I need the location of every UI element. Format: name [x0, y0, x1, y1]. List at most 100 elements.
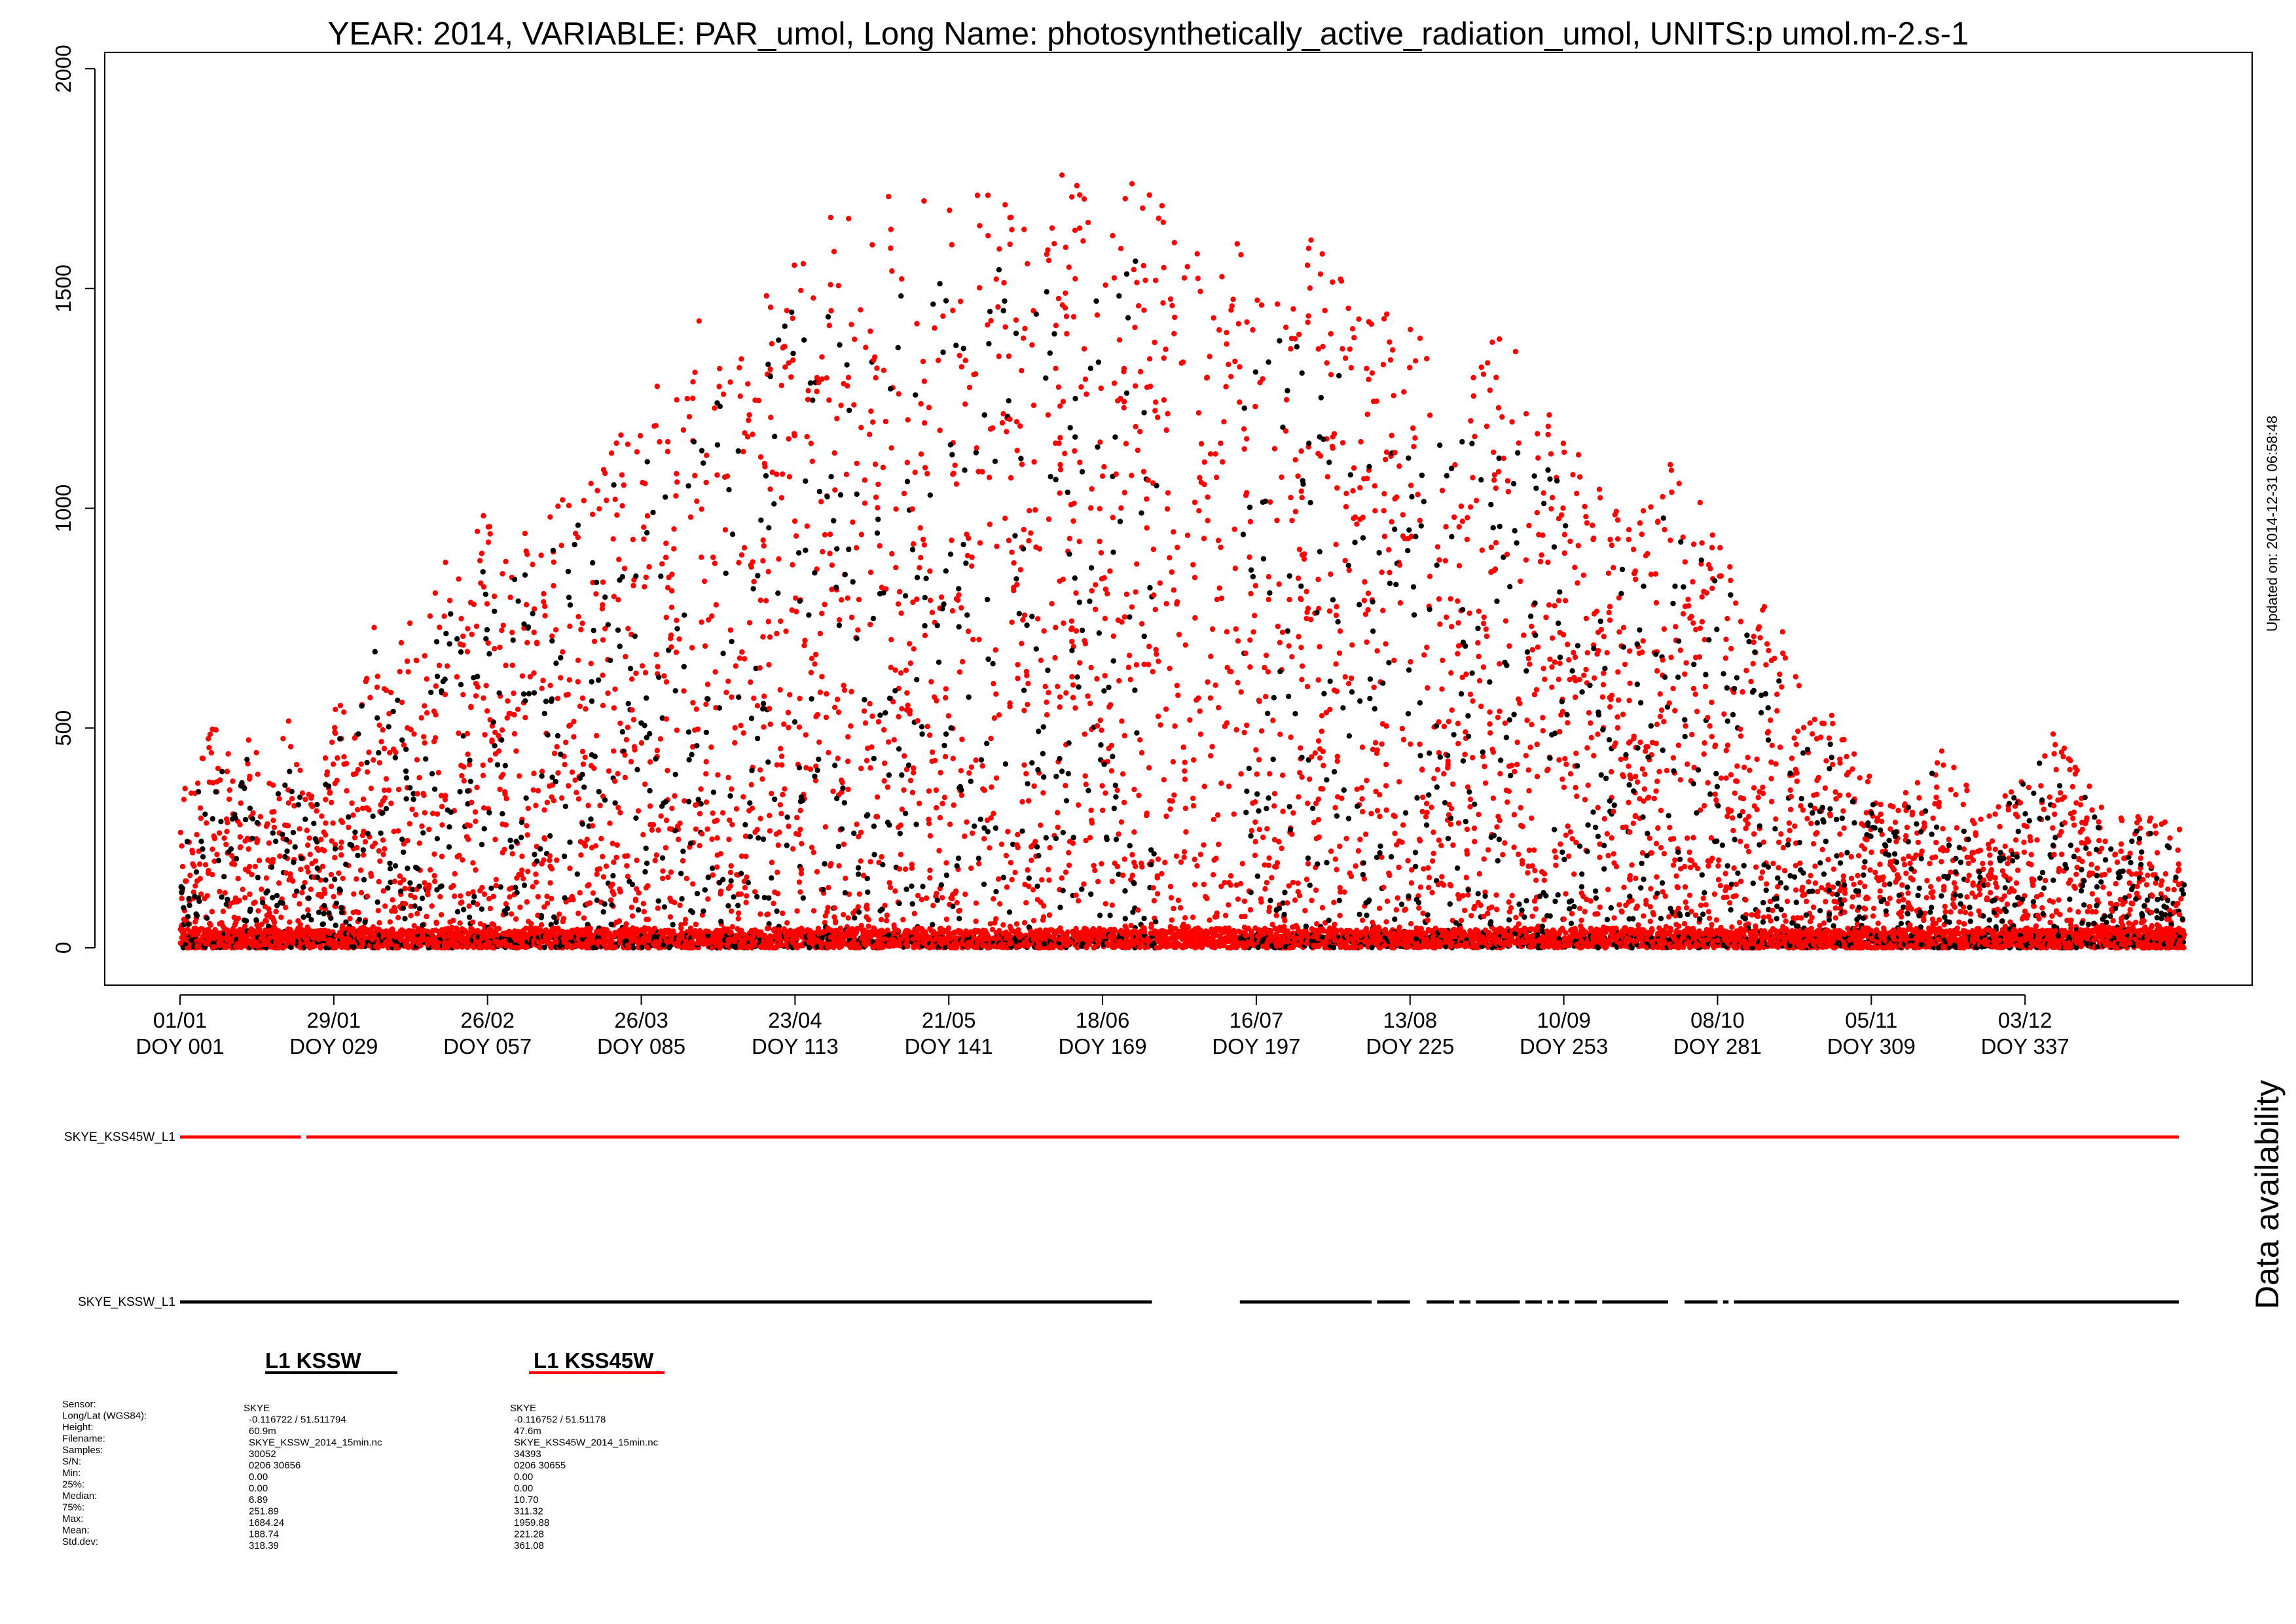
point-kss45w	[674, 397, 680, 403]
point-kss45w	[270, 782, 276, 788]
point-kssw	[820, 886, 826, 893]
point-kss45w	[737, 365, 742, 370]
point-kss45w	[611, 859, 617, 865]
point-kss45w	[585, 803, 591, 808]
point-kss45w	[355, 806, 361, 813]
point-kss45w	[926, 405, 932, 410]
point-kss45w	[522, 530, 528, 537]
point-kss45w-low	[766, 925, 772, 931]
point-kssw	[225, 896, 230, 903]
point-kss45w	[767, 304, 774, 310]
point-kssw	[249, 816, 256, 822]
point-kss45w	[689, 395, 696, 401]
point-kss45w	[413, 657, 419, 663]
point-kss45w	[581, 497, 587, 503]
point-kss45w	[266, 906, 272, 912]
point-kss45w	[246, 737, 251, 743]
point-kss45w	[941, 795, 948, 801]
point-kss45w	[869, 713, 875, 719]
point-kss45w	[473, 818, 479, 825]
point-kss45w	[864, 902, 870, 909]
point-kssw	[769, 875, 774, 881]
point-kss45w	[858, 858, 864, 864]
point-kss45w	[377, 858, 383, 864]
point-kss45w	[748, 564, 754, 570]
point-kss45w	[727, 379, 733, 385]
point-kss45w	[677, 820, 683, 826]
point-kssw	[617, 577, 623, 583]
point-kss45w	[287, 919, 293, 925]
point-kss45w-low	[189, 929, 195, 935]
point-kss45w	[854, 821, 860, 827]
point-kss45w-low	[860, 928, 866, 933]
point-kss45w-low	[932, 931, 938, 937]
point-kssw	[446, 641, 452, 647]
point-kssw	[407, 880, 413, 886]
point-kss45w	[720, 391, 727, 397]
point-kss45w	[949, 895, 955, 901]
point-kssw	[514, 890, 520, 896]
point-kss45w	[523, 602, 530, 607]
point-kssw	[333, 922, 338, 928]
point-kss45w-low	[261, 930, 267, 937]
point-kss45w	[598, 836, 604, 842]
point-kss45w-low	[200, 933, 206, 940]
point-kssw	[204, 915, 210, 921]
point-kssw	[372, 649, 378, 655]
point-kss45w	[477, 558, 483, 564]
point-kss45w	[605, 690, 611, 696]
point-kssw	[610, 873, 616, 879]
point-kss45w	[947, 208, 953, 213]
point-kssw	[842, 571, 848, 577]
point-kss45w	[397, 668, 403, 675]
point-kssw	[772, 433, 778, 439]
point-kssw	[434, 674, 441, 679]
point-kss45w	[381, 787, 388, 793]
point-kss45w	[298, 867, 304, 873]
point-kssw	[913, 392, 919, 398]
point-kssw	[550, 547, 556, 554]
point-kss45w	[405, 837, 410, 844]
point-kss45w	[962, 892, 968, 897]
point-kss45w	[739, 649, 745, 655]
point-kss45w	[937, 815, 943, 821]
point-kss45w	[338, 839, 344, 845]
point-kssw	[687, 840, 694, 846]
point-kss45w	[217, 888, 223, 895]
point-kss45w	[737, 393, 743, 399]
point-kssw	[239, 780, 245, 786]
point-kss45w	[574, 789, 579, 796]
point-kssw	[260, 899, 266, 906]
point-kss45w	[862, 720, 869, 726]
point-kss45w-low	[255, 926, 261, 932]
point-kssw	[458, 649, 464, 655]
point-kssw	[195, 789, 202, 795]
point-kssw	[689, 751, 695, 758]
point-kss45w	[757, 665, 763, 671]
point-kss45w	[249, 871, 255, 878]
point-kssw	[399, 737, 405, 743]
point-kssw	[661, 800, 666, 806]
point-kssw	[348, 842, 355, 848]
point-kssw	[360, 847, 366, 853]
point-kss45w	[680, 427, 687, 433]
point-kss45w	[723, 689, 729, 696]
point-kss45w	[845, 915, 851, 921]
point-kss45w	[882, 903, 888, 909]
point-kss45w	[828, 215, 834, 221]
point-kss45w	[321, 928, 327, 934]
point-kss45w	[524, 823, 530, 829]
point-kss45w	[867, 328, 873, 334]
point-kss45w	[824, 375, 829, 381]
point-kssw	[943, 731, 949, 737]
point-kssw	[810, 397, 816, 403]
point-kss45w	[761, 543, 767, 549]
point-kss45w	[333, 730, 338, 736]
point-kss45w	[893, 564, 899, 571]
point-kss45w	[622, 774, 629, 781]
point-kss45w	[767, 721, 773, 727]
point-kss45w	[715, 772, 721, 778]
point-kssw	[387, 866, 393, 872]
point-kssw	[365, 831, 371, 837]
point-kssw	[851, 830, 857, 837]
